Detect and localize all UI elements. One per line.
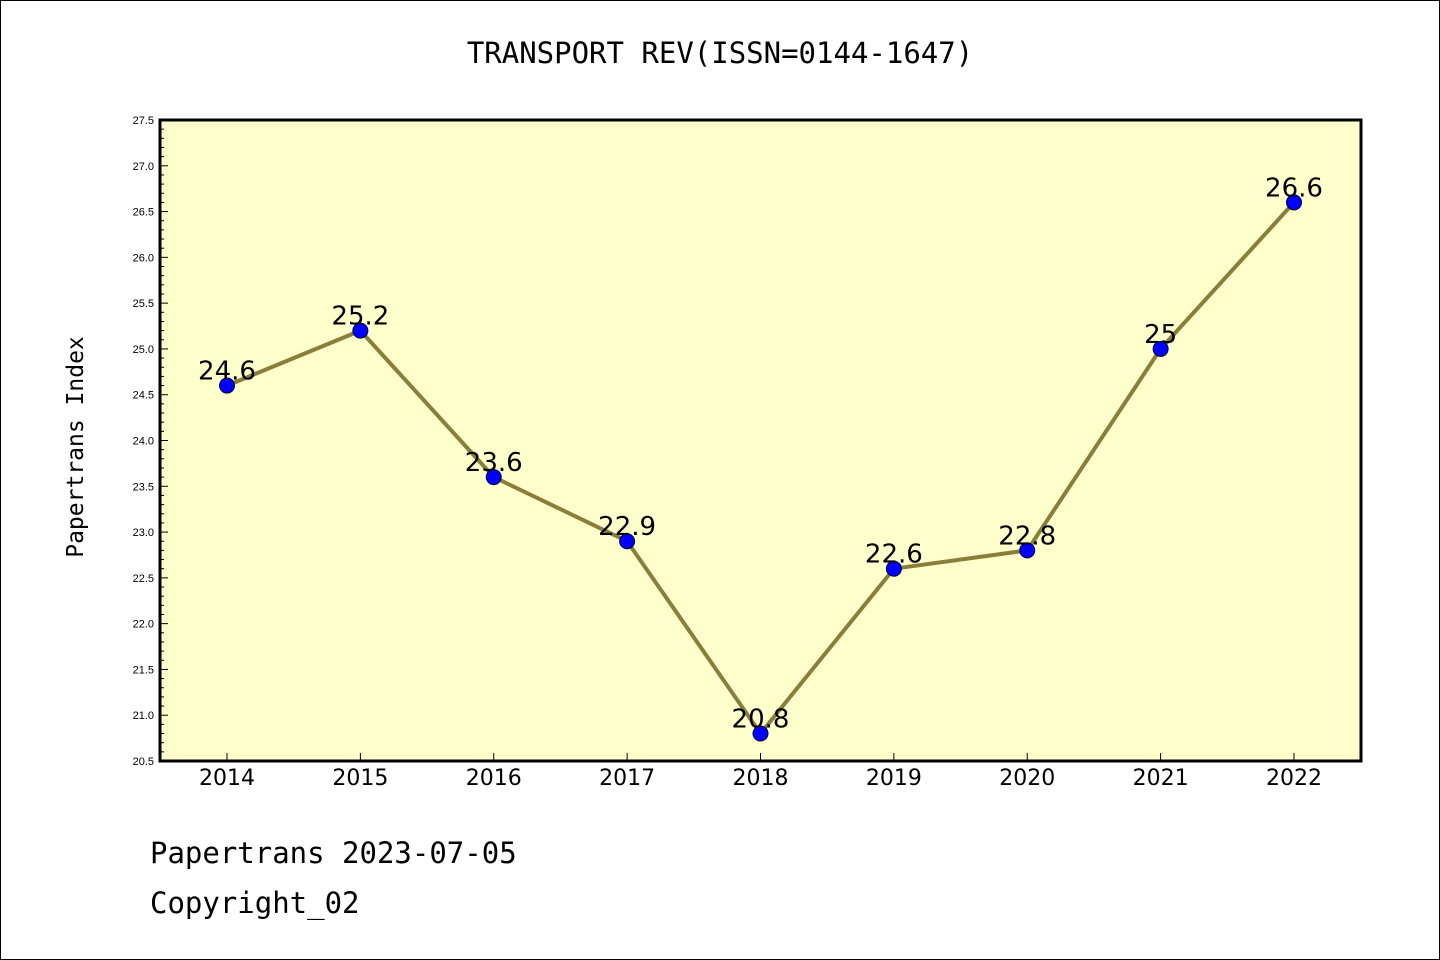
y-tick-label: 26.0: [133, 252, 154, 264]
y-tick-label: 22.0: [133, 619, 154, 631]
y-tick-label: 22.5: [133, 573, 154, 585]
x-tick-label: 2017: [599, 766, 655, 791]
data-label: 26.6: [1265, 173, 1323, 203]
y-tick-label: 21.0: [133, 710, 154, 722]
x-tick-label: 2014: [199, 766, 255, 791]
y-tick-label: 23.5: [133, 481, 154, 493]
data-point: [752, 725, 769, 742]
data-label: 25.2: [331, 302, 389, 332]
x-tick-label: 2018: [733, 766, 789, 791]
y-tick-label: 24.5: [133, 390, 154, 402]
data-point: [485, 469, 502, 486]
data-point: [1152, 340, 1169, 357]
y-tick-label: 21.5: [133, 664, 154, 676]
data-point: [219, 377, 235, 394]
copyright-text: Copyright_02: [150, 886, 360, 920]
data-label: 25: [1144, 320, 1177, 350]
data-label: 20.8: [732, 705, 790, 735]
data-label: 22.9: [598, 512, 656, 542]
data-point: [885, 560, 902, 577]
x-tick-label: 2022: [1266, 766, 1322, 791]
data-point: [1019, 542, 1036, 559]
y-tick-label: 27.0: [133, 161, 154, 173]
chart-title: TRANSPORT REV(ISSN=0144-1647): [466, 36, 974, 70]
x-tick-label: 2020: [999, 766, 1055, 791]
x-tick-label: 2021: [1133, 766, 1189, 791]
x-tick-label: 2015: [332, 766, 388, 791]
data-label: 24.6: [198, 357, 256, 387]
y-tick-label: 20.5: [133, 756, 154, 768]
y-tick-label: 25.5: [133, 298, 154, 310]
footer-date-text: Papertrans 2023-07-05: [150, 836, 517, 870]
y-tick-label: 24.0: [133, 436, 154, 448]
x-tick-label: 2016: [466, 766, 522, 791]
y-tick-label: 25.0: [133, 344, 154, 356]
data-label: 23.6: [465, 448, 523, 478]
data-label: 22.6: [865, 540, 923, 570]
x-tick-label: 2019: [866, 766, 922, 791]
data-point: [352, 322, 369, 339]
y-tick-label: 26.5: [133, 207, 154, 219]
plot-border: [158, 118, 1363, 763]
plot-area: [160, 120, 1361, 761]
y-tick-label: 27.5: [133, 115, 154, 127]
data-point: [1286, 194, 1302, 211]
data-point: [619, 533, 636, 550]
data-label: 22.8: [998, 521, 1056, 551]
y-tick-label: 23.0: [133, 527, 154, 539]
